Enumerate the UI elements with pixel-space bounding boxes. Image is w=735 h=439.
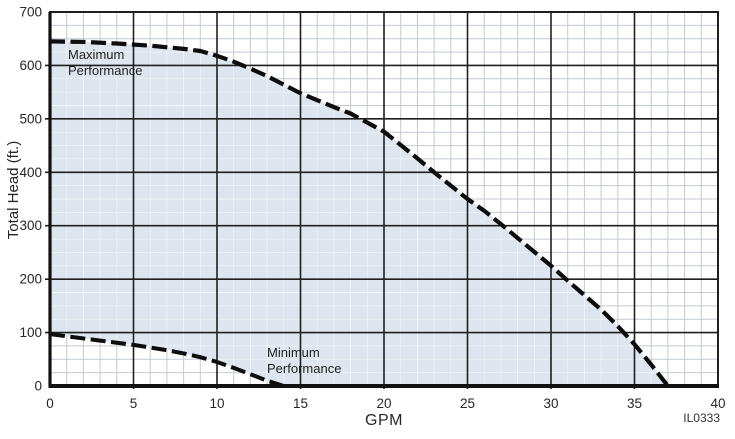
major-gridlines xyxy=(45,12,718,389)
x-tick-label: 30 xyxy=(543,396,558,411)
y-tick-label: 600 xyxy=(19,58,42,73)
minimum-performance-annotation-line1: Minimum xyxy=(267,345,320,360)
y-tick-label: 700 xyxy=(19,5,42,20)
minimum-performance-annotation: Minimum Performance xyxy=(267,345,341,377)
x-tick-label: 15 xyxy=(293,396,308,411)
figure-code: IL0333 xyxy=(683,411,720,425)
y-tick-label: 0 xyxy=(34,379,42,394)
maximum-performance-annotation-line2: Performance xyxy=(68,63,143,78)
x-tick-label: 0 xyxy=(46,396,54,411)
y-tick-label: 400 xyxy=(19,165,42,180)
y-axis-title: Total Head (ft.) xyxy=(5,140,22,240)
minimum-performance-annotation-line2: Performance xyxy=(267,361,342,376)
x-tick-label: 35 xyxy=(627,396,642,411)
x-tick-label: 20 xyxy=(376,396,391,411)
y-tick-label: 500 xyxy=(19,111,42,126)
y-tick-label: 200 xyxy=(19,272,42,287)
y-tick-label: 300 xyxy=(19,218,42,233)
x-tick-label: 5 xyxy=(130,396,138,411)
minimum-performance-curve xyxy=(49,332,285,388)
x-axis-title: GPM xyxy=(365,412,403,429)
maximum-performance-annotation: Maximum Performance xyxy=(68,47,142,79)
x-tick-label: 10 xyxy=(209,396,224,411)
x-tick-label: 25 xyxy=(460,396,475,411)
maximum-performance-curve xyxy=(49,39,670,388)
x-tick-label: 40 xyxy=(710,396,725,411)
maximum-performance-annotation-line1: Maximum xyxy=(68,47,125,62)
y-tick-label: 100 xyxy=(19,325,42,340)
operating-range-region xyxy=(50,41,668,387)
